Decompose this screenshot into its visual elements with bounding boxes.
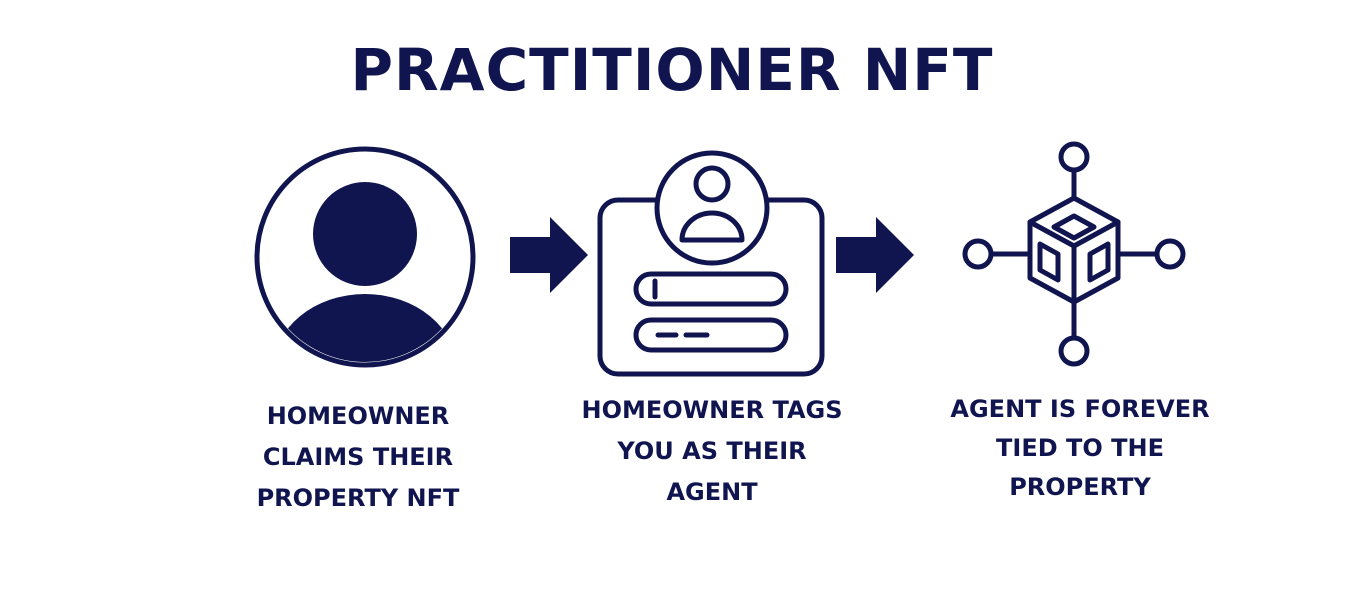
caption-line: AGENT IS FOREVER: [950, 395, 1210, 423]
arrow-right-icon: [510, 217, 588, 293]
caption-line: HOMEOWNER TAGS: [581, 396, 843, 424]
caption-line: HOMEOWNER: [266, 402, 450, 430]
step-2-caption: HOMEOWNER TAGS YOU AS THEIR AGENT: [552, 390, 872, 513]
page-title: PRACTITIONER NFT: [350, 36, 994, 104]
caption-line: YOU AS THEIR: [617, 437, 807, 465]
caption-line: CLAIMS THEIR: [262, 443, 454, 471]
caption-line: PROPERTY: [1009, 473, 1151, 501]
step-3-caption: AGENT IS FOREVER TIED TO THE PROPERTY: [930, 390, 1230, 507]
profile-card-icon: [597, 150, 825, 377]
arrow-right-icon: [836, 217, 914, 293]
caption-line: AGENT: [666, 478, 758, 506]
caption-line: PROPERTY NFT: [256, 484, 460, 512]
caption-line: TIED TO THE: [996, 434, 1164, 462]
blockchain-node-icon: [962, 141, 1186, 367]
step-1-caption: HOMEOWNER CLAIMS THEIR PROPERTY NFT: [218, 396, 498, 519]
user-avatar-icon: [254, 146, 476, 368]
